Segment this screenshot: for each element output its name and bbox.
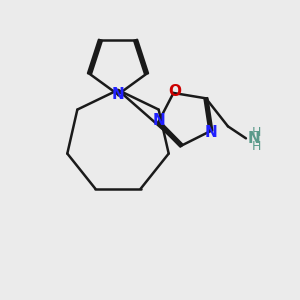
- Text: N: N: [205, 125, 217, 140]
- Text: H: H: [251, 140, 261, 153]
- Text: H: H: [251, 126, 261, 139]
- Text: N: N: [153, 113, 166, 128]
- Text: N: N: [248, 131, 261, 146]
- Text: N: N: [112, 87, 124, 102]
- Text: O: O: [168, 85, 181, 100]
